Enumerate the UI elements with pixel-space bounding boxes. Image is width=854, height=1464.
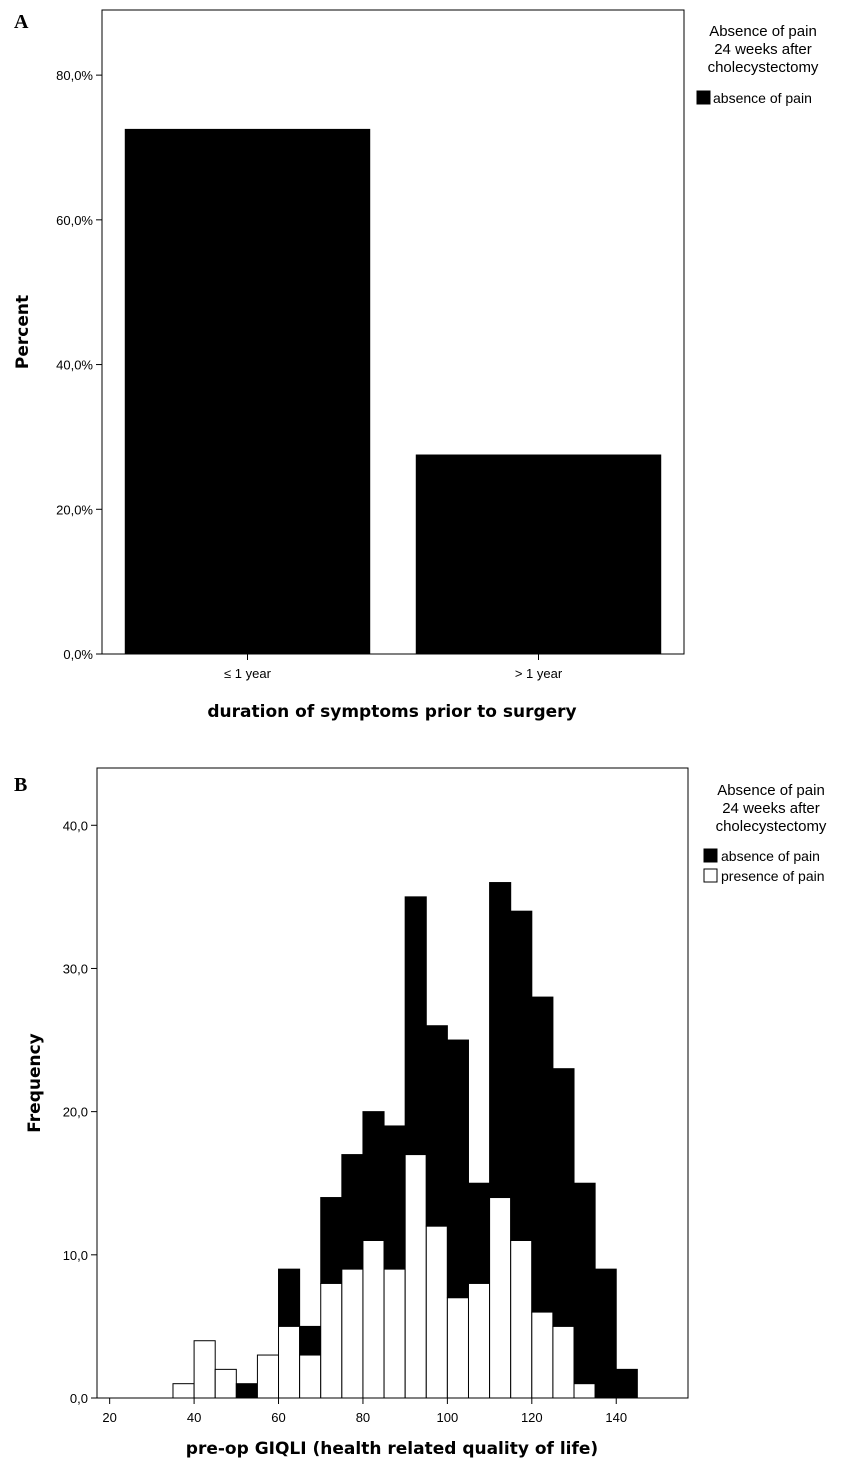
panel-b-bar-presence: [362, 1240, 385, 1399]
panel-b-bar-absence: [320, 1197, 343, 1284]
panel-b-legend-swatch-presence: [703, 868, 718, 883]
panel-b-bar-absence: [531, 996, 554, 1313]
panel-a-bar: [415, 454, 662, 655]
panel-b-bar-presence: [489, 1197, 512, 1399]
panel-b-bar-presence: [425, 1225, 448, 1399]
panel-b-legend-title-line-2: 24 weeks after: [722, 800, 820, 817]
panel-b-bar-absence: [446, 1039, 469, 1299]
panel-b-bar-absence: [489, 882, 512, 1199]
panel-b-legend-title-line-1: Absence of pain: [717, 782, 825, 799]
panel-b-bar-absence: [467, 1182, 491, 1284]
panel-b-bar-absence: [425, 1025, 448, 1227]
panel-b-bar-presence: [299, 1354, 322, 1399]
panel-a-y-tick-label: 40,0%: [56, 358, 93, 373]
panel-b-bar-presence: [404, 1154, 427, 1399]
panel-a-y-axis-title: Percent: [13, 295, 33, 369]
panel-b-y-tick-label: 40,0: [63, 818, 88, 833]
panel-b-bar-absence: [594, 1268, 617, 1399]
panel-b-bar-absence: [383, 1125, 406, 1270]
panel-b-letter: B: [14, 774, 27, 796]
panel-b-bar-presence: [193, 1340, 216, 1399]
panel-b-x-tick-label: 40: [187, 1410, 201, 1425]
panel-b-bar-absence: [404, 896, 427, 1156]
panel-b-bar-presence: [341, 1268, 364, 1399]
panel-b-bar-absence: [573, 1182, 596, 1385]
panel-b-bar-presence: [256, 1354, 280, 1399]
panel-a-plot: 0,0% 20,0% 40,0% 60,0% 80,0% ≤ 1 year > 1 year: [56, 9, 685, 681]
panel-b-plot: 0,0 10,0 20,0 30,0 40,0 20 40 60 80 100 120 140: [63, 767, 689, 1425]
panel-b-y-tick-label: 20,0: [63, 1105, 88, 1120]
panel-b-x-tick-label: 80: [356, 1410, 370, 1425]
panel-a-legend-title-line-1: Absence of pain: [709, 23, 817, 40]
panel-b-bar-presence: [320, 1282, 343, 1399]
panel-a-x-tick-label: ≤ 1 year: [224, 666, 272, 681]
panel-b-legend-label-absence: absence of pain: [721, 848, 820, 864]
panel-b-bar-absence: [552, 1068, 575, 1327]
panel-b-bar-presence: [467, 1282, 491, 1399]
panel-a-y-tick-label: 0,0%: [63, 647, 93, 662]
panel-a-y-tick-label: 60,0%: [56, 213, 93, 228]
panel-b-bar-presence: [531, 1311, 554, 1399]
panel-b-bar-presence: [214, 1368, 237, 1399]
panel-b-bar-presence: [278, 1325, 301, 1399]
panel-b-bar-presence: [383, 1268, 406, 1399]
panel-b-legend-label-presence: presence of pain: [721, 868, 825, 884]
panel-b-y-tick-label: 10,0: [63, 1248, 88, 1263]
panel-b-bar-presence: [510, 1240, 533, 1399]
panel-b-x-tick-label: 60: [271, 1410, 285, 1425]
panel-b-bar-absence: [235, 1383, 258, 1399]
panel-b-bar-absence: [510, 910, 533, 1241]
panel-b-bar-absence: [299, 1325, 322, 1356]
panel-a-x-tick-label: > 1 year: [515, 666, 563, 681]
panel-a-y-tick-label: 80,0%: [56, 68, 93, 83]
panel-b-x-axis-title: pre-op GIQLI (health related quality of …: [186, 1439, 598, 1459]
panel-a-letter: A: [14, 11, 29, 33]
panel-a-x-axis-title: duration of symptoms prior to surgery: [207, 702, 576, 722]
panel-b-bar-presence: [552, 1325, 575, 1399]
panel-b-x-tick-label: 20: [102, 1410, 116, 1425]
panel-b-x-tick-label: 100: [437, 1410, 459, 1425]
panel-a-y-tick-label: 20,0%: [56, 502, 93, 517]
panel-b-bar-absence: [362, 1111, 385, 1241]
panel-a-legend-title-line-2: 24 weeks after: [714, 41, 812, 58]
panel-a-legend-swatch-absence: [696, 90, 711, 105]
panel-b-x-tick-label: 120: [521, 1410, 543, 1425]
panel-b-y-axis-title: Frequency: [25, 1033, 45, 1133]
panel-b-legend-swatch-absence: [703, 848, 718, 863]
panel-a-legend-label-absence: absence of pain: [713, 90, 812, 106]
panel-b-bar-presence: [573, 1383, 596, 1399]
panel-b-y-tick-label: 0,0: [70, 1391, 88, 1406]
panel-b-bar-presence: [446, 1297, 469, 1399]
panel-b-bar-absence: [341, 1154, 364, 1270]
panel-b-bar-presence: [172, 1383, 195, 1399]
panel-b-x-tick-label: 140: [605, 1410, 627, 1425]
panel-b-bar-absence: [278, 1268, 301, 1327]
panel-a-bar: [124, 128, 371, 655]
panel-b-bar-absence: [615, 1368, 638, 1399]
panel-b-y-tick-label: 30,0: [63, 961, 88, 976]
panel-b-legend-title-line-3: cholecystectomy: [716, 818, 827, 835]
panel-a-legend-title-line-3: cholecystectomy: [708, 59, 819, 76]
